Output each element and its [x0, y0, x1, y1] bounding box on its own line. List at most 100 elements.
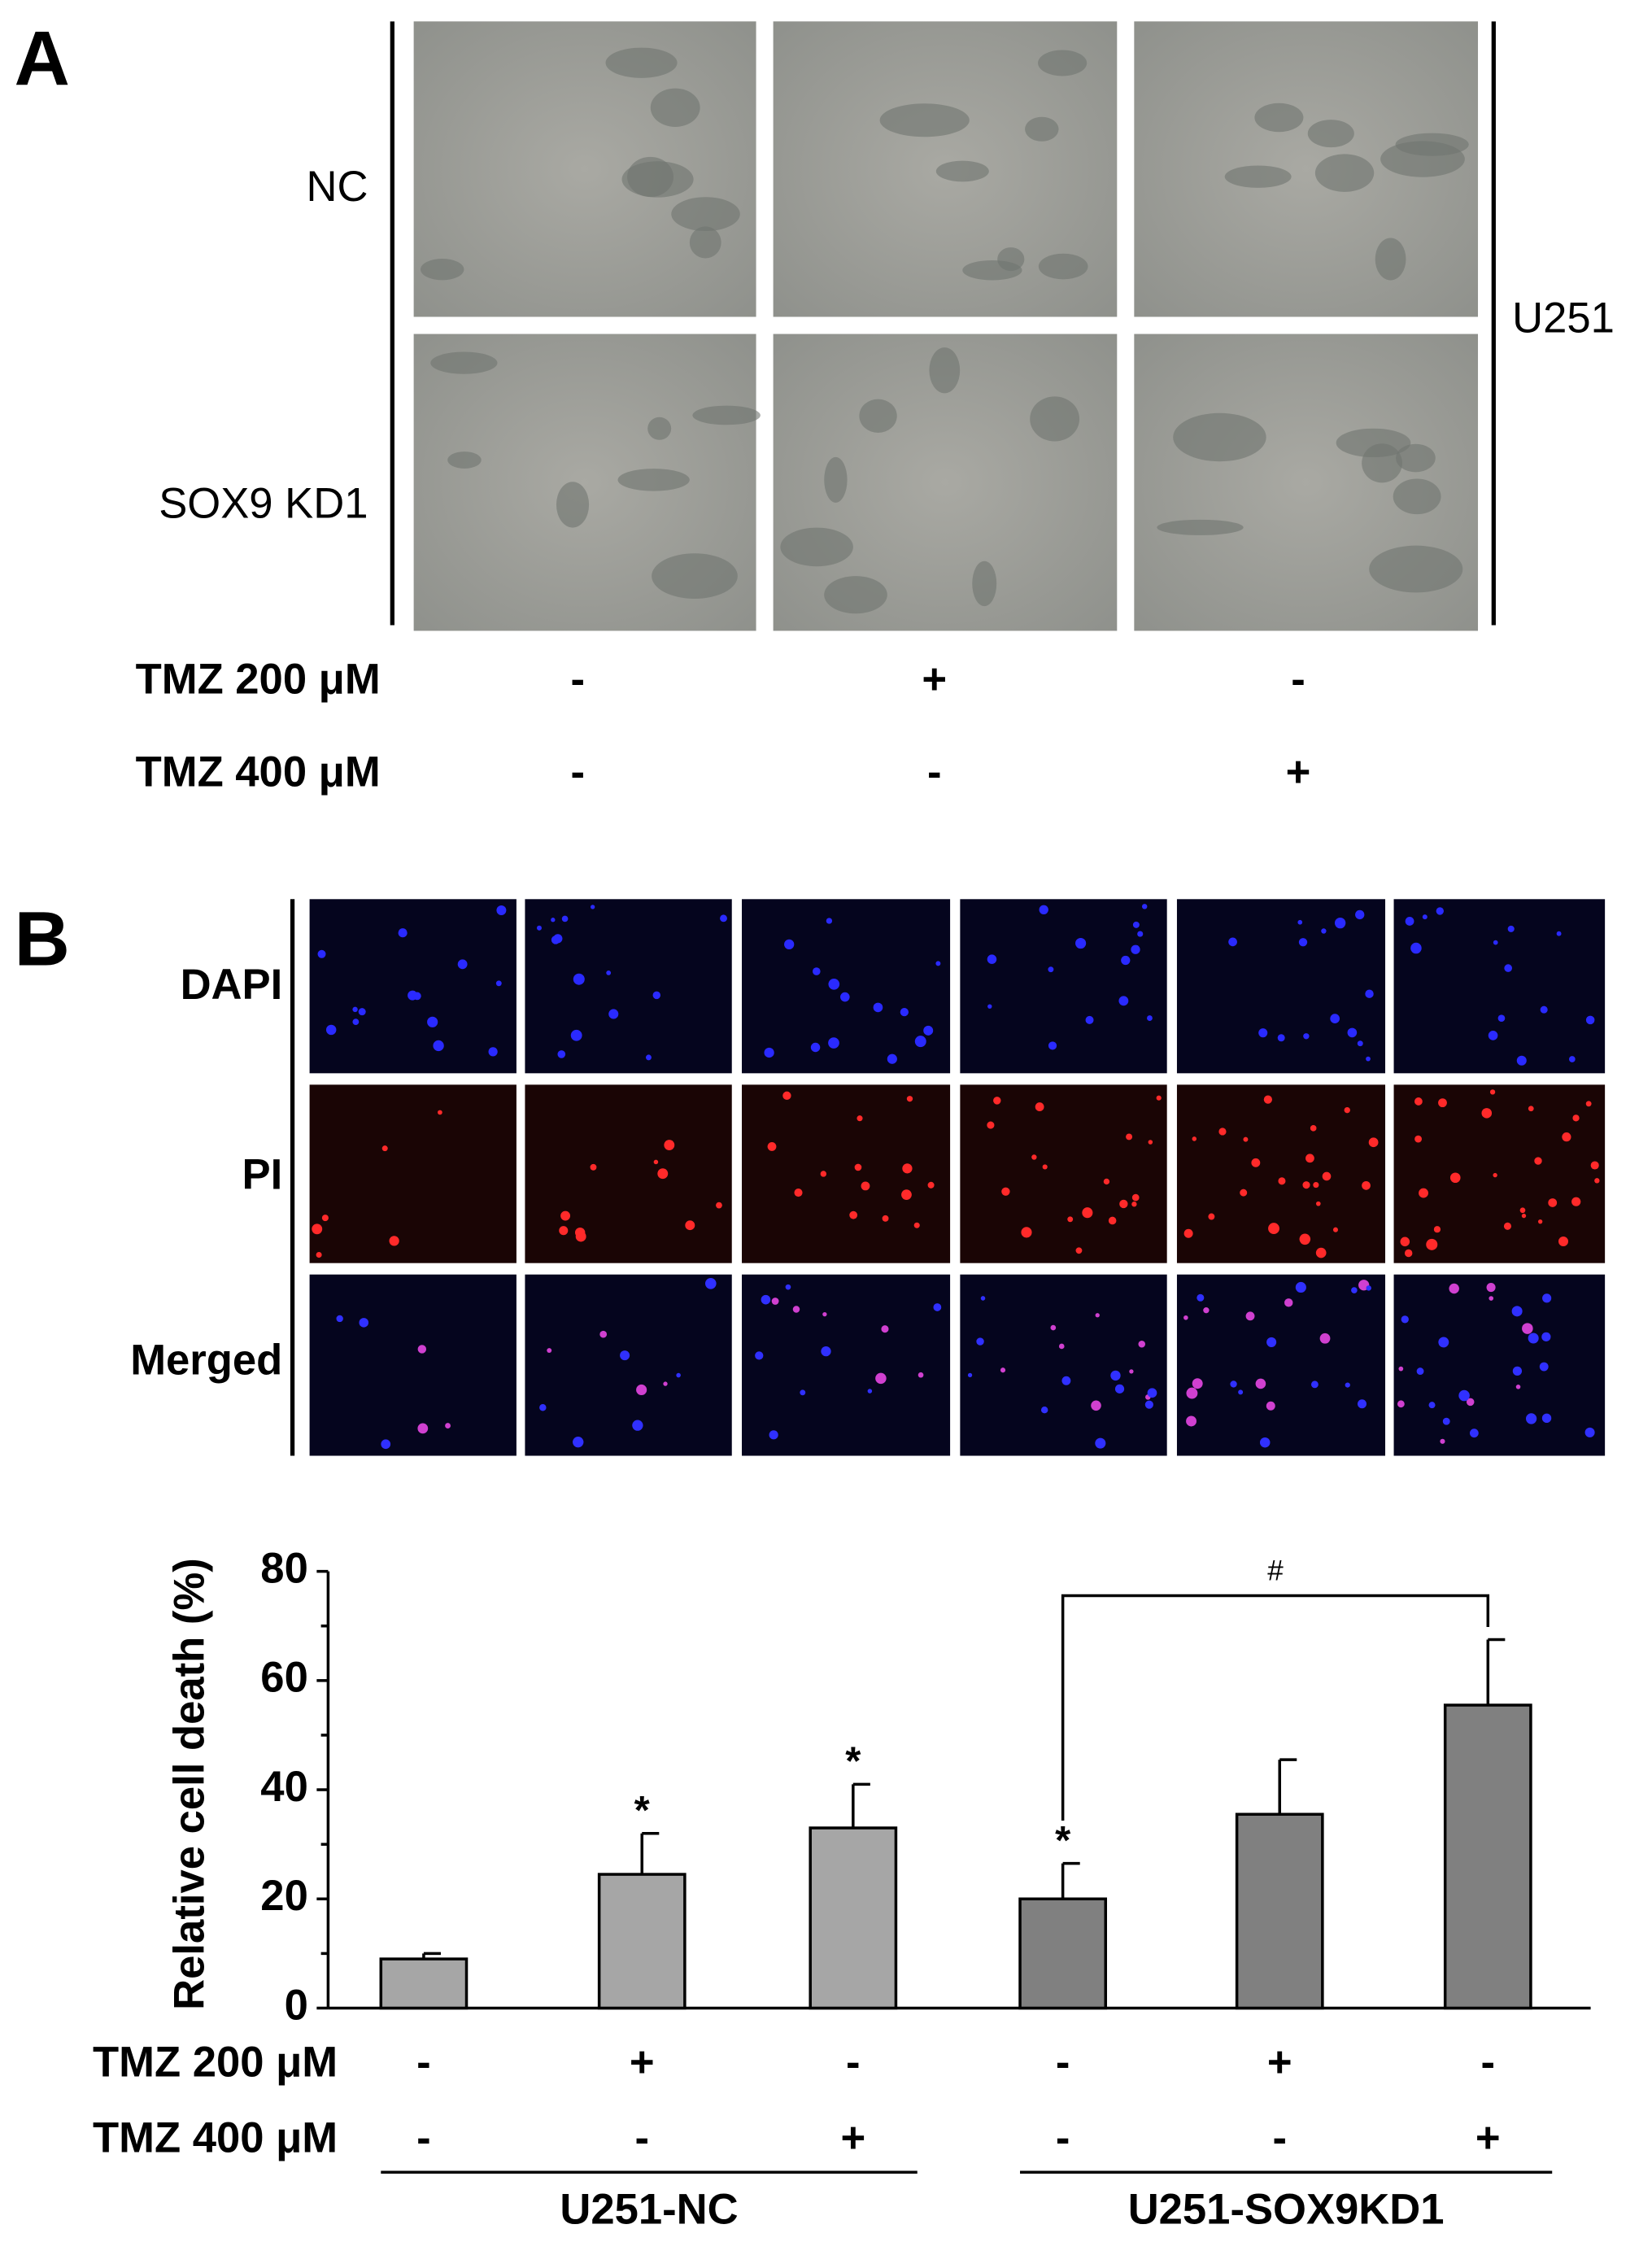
nucleus [1048, 966, 1054, 973]
nucleus [1305, 1154, 1314, 1163]
nucleus [1048, 1041, 1057, 1050]
nucleus [1144, 1400, 1153, 1409]
fluorescence-image [309, 899, 517, 1074]
nucleus [359, 1318, 369, 1328]
nucleus [1489, 1089, 1496, 1095]
nucleus [1302, 1181, 1310, 1189]
treatment-sign: - [1481, 2039, 1496, 2087]
nucleus [1218, 1128, 1227, 1136]
nucleus [918, 1372, 924, 1378]
significance-label: # [1267, 1555, 1284, 1587]
nucleus [1541, 1413, 1552, 1424]
nucleus [551, 936, 560, 944]
nucleus [875, 1372, 887, 1385]
nucleus [1208, 1213, 1215, 1220]
nucleus [1075, 937, 1087, 949]
nucleus [1357, 1399, 1367, 1409]
nucleus [1035, 1102, 1044, 1111]
nucleus [1528, 1106, 1534, 1112]
nucleus [1344, 1106, 1350, 1114]
nucleus [1366, 1056, 1371, 1062]
nucleus [782, 1091, 791, 1101]
treatment-sign: - [1272, 2114, 1287, 2162]
nucleus [1366, 1285, 1371, 1291]
nucleus [1438, 1098, 1447, 1108]
nucleus [606, 970, 612, 975]
bar [379, 1957, 469, 2010]
nucleus [1058, 1343, 1065, 1350]
treatment-sign: - [1056, 2039, 1070, 2087]
nucleus [1419, 1188, 1428, 1198]
nucleus [1442, 1417, 1450, 1425]
nucleus [857, 1115, 863, 1122]
nucleus [881, 1325, 889, 1333]
nucleus [1525, 1413, 1537, 1424]
nucleus [1082, 1207, 1093, 1219]
nucleus [1404, 1249, 1413, 1258]
nucleus [1584, 1427, 1595, 1437]
nucleus [987, 954, 997, 964]
nucleus [1095, 1313, 1100, 1318]
nucleus [496, 905, 507, 915]
nucleus [1228, 937, 1237, 947]
nucleus [1449, 1283, 1459, 1294]
nucleus [1469, 1428, 1479, 1438]
nucleus [1368, 1137, 1379, 1148]
nucleus [312, 1223, 323, 1235]
cell [621, 161, 694, 198]
nucleus [336, 1315, 343, 1323]
fluorescence-image [960, 1274, 1167, 1456]
fluorescence-image [1393, 1084, 1606, 1263]
cell [1038, 50, 1088, 76]
fluorescence-image [309, 1084, 517, 1263]
cell [605, 47, 678, 78]
cell [972, 560, 997, 607]
nucleus [1141, 904, 1148, 909]
cell [647, 417, 672, 440]
nucleus [1481, 1108, 1493, 1119]
cell [929, 347, 961, 394]
nucleus [1138, 1341, 1146, 1348]
nucleus [321, 1215, 329, 1222]
treatment-sign: + [840, 2114, 865, 2162]
nucleus [676, 1372, 681, 1378]
nucleus [1203, 1307, 1210, 1314]
nucleus [1519, 1207, 1526, 1214]
nucleus [1405, 917, 1414, 926]
nucleus [933, 1303, 942, 1311]
nucleus [980, 1296, 986, 1301]
nucleus [381, 1145, 388, 1152]
nucleus [976, 1337, 984, 1346]
cell [935, 160, 989, 182]
nucleus [1568, 1056, 1576, 1062]
nucleus [685, 1220, 695, 1231]
nucleus [1528, 1332, 1539, 1344]
nucleus [1131, 1202, 1137, 1207]
nucleus [1266, 1337, 1277, 1347]
nucleus [828, 978, 840, 990]
nucleus [632, 1420, 643, 1431]
treatment-label: TMZ 400 μM [93, 2114, 338, 2162]
bar [1443, 1703, 1532, 2010]
nucleus [1515, 1385, 1521, 1389]
nucleus [1334, 917, 1346, 929]
nucleus [560, 1210, 571, 1221]
fluorescence-image [960, 899, 1167, 1074]
nucleus [1322, 1171, 1332, 1181]
cell [824, 576, 887, 614]
layout [290, 21, 1606, 1456]
nucleus [358, 1008, 366, 1016]
fluorescence-image [525, 1274, 732, 1456]
nucleus [800, 1389, 806, 1396]
nucleus [873, 1002, 883, 1013]
nucleus [445, 1423, 451, 1429]
nucleus [561, 915, 569, 922]
nucleus [1147, 1015, 1153, 1021]
row-label: PI [242, 1150, 283, 1198]
nucleus [636, 1384, 647, 1396]
nucleus [902, 1163, 913, 1174]
nucleus [1422, 914, 1428, 920]
nucleus [1095, 1437, 1106, 1449]
nucleus [1284, 1298, 1293, 1307]
